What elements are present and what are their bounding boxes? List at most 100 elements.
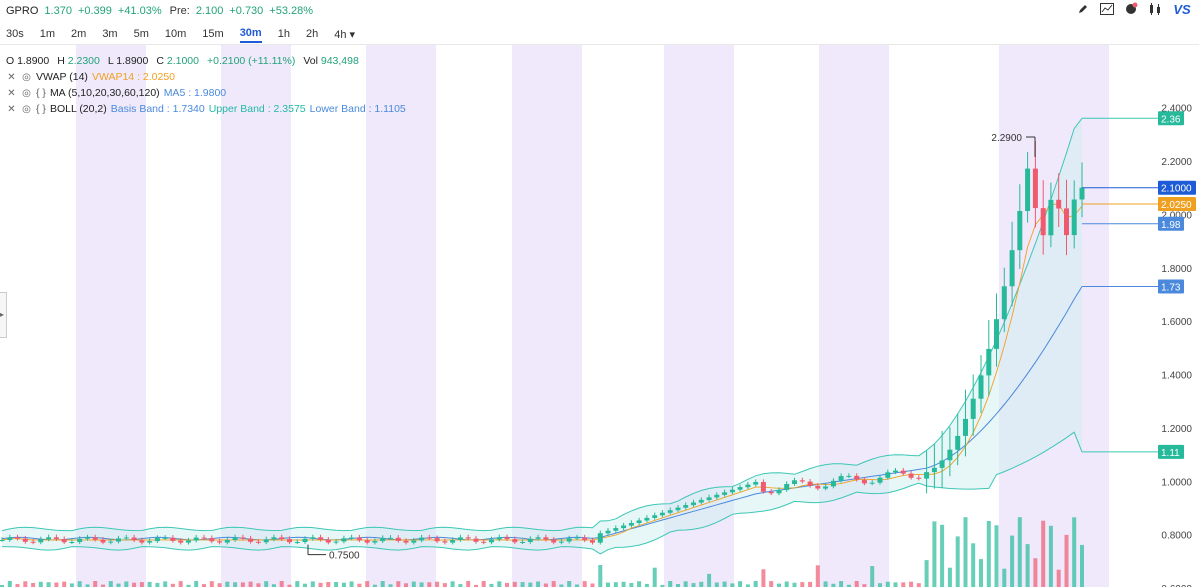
close-icon[interactable]: ✕ xyxy=(7,103,16,115)
volume-bar xyxy=(93,581,98,587)
volume-bar xyxy=(598,565,603,587)
volume-bar xyxy=(147,581,152,587)
volume-bar xyxy=(893,582,898,587)
candle-body xyxy=(186,540,191,543)
tab-timeframe-2[interactable]: 2m xyxy=(71,28,87,40)
volume-bar xyxy=(139,582,144,587)
settings-brace-icon[interactable]: { } xyxy=(36,87,46,99)
volume-bar xyxy=(885,581,890,587)
price-chart[interactable]: 2.4000 2.2000 2.0000 1.8000 1.6000 1.4000 1.20… xyxy=(0,45,1199,587)
candle-body xyxy=(7,537,13,540)
tab-timeframe-3[interactable]: 3m xyxy=(102,28,118,40)
eye-icon[interactable]: ◎ xyxy=(22,71,31,83)
pencil-icon[interactable] xyxy=(1075,1,1091,17)
volume-bar xyxy=(660,584,665,587)
tab-timeframe-6[interactable]: 15m xyxy=(202,28,224,40)
y-tick-label: 1.6000 xyxy=(1161,317,1192,328)
volume-bar xyxy=(349,581,354,587)
close-icon[interactable]: ✕ xyxy=(7,87,16,99)
candle-body xyxy=(318,537,324,540)
candle-icon[interactable] xyxy=(1147,1,1163,17)
candle-body xyxy=(372,541,378,543)
eye-icon[interactable]: ◎ xyxy=(22,87,31,99)
volume-bar xyxy=(1010,535,1015,587)
indicator-boll: ✕ ◎ { } BOLL (20,2) Basis Band : 1.7340 … xyxy=(6,103,405,115)
volume-label: Vol xyxy=(303,55,318,67)
volume-bar xyxy=(202,584,206,587)
chart-type-icon[interactable] xyxy=(1099,1,1115,17)
candle-body xyxy=(450,540,456,543)
volume-bar xyxy=(116,583,121,587)
price-tag-label-last: 2.1000 xyxy=(1161,184,1192,195)
ma-name[interactable]: MA (5,10,20,30,60,120) xyxy=(49,87,160,99)
candle-body xyxy=(388,537,393,539)
candle-body xyxy=(294,542,300,543)
candle-body xyxy=(838,476,844,481)
settings-brace-icon[interactable]: { } xyxy=(36,103,46,115)
candle-body xyxy=(605,530,611,534)
candle-body xyxy=(147,541,153,543)
volume-bar xyxy=(108,581,113,587)
tab-timeframe-0[interactable]: 30s xyxy=(6,28,24,40)
close-icon[interactable]: ✕ xyxy=(7,71,16,83)
compare-button[interactable]: VS xyxy=(1173,1,1191,17)
eye-icon[interactable]: ◎ xyxy=(22,103,31,115)
volume-bar xyxy=(279,581,284,587)
volume-bar xyxy=(714,582,719,587)
volume-bar xyxy=(295,581,300,587)
vwap-name[interactable]: VWAP (14) xyxy=(36,71,88,83)
candle-body xyxy=(512,539,518,543)
candle-body xyxy=(22,538,28,542)
volume-bar xyxy=(986,521,991,587)
candle-body xyxy=(38,539,44,543)
alert-icon[interactable] xyxy=(1123,1,1139,17)
candle-body xyxy=(193,537,199,541)
tab-timeframe-7[interactable]: 30m xyxy=(239,25,262,43)
candle-body xyxy=(53,537,59,540)
candle-body xyxy=(924,472,930,479)
collapse-panel-handle[interactable]: ▸ xyxy=(0,292,7,338)
volume-bar xyxy=(963,517,968,587)
volume-bar xyxy=(745,584,750,587)
boll-name[interactable]: BOLL (20,2) xyxy=(49,103,107,115)
vwap-line xyxy=(1,203,1083,541)
price-tag-label-boll_lower: 1.11 xyxy=(1161,448,1180,459)
candle-body xyxy=(543,537,549,540)
candle-body xyxy=(465,537,471,539)
candle-body xyxy=(92,537,98,540)
tab-timeframe-9[interactable]: 2h xyxy=(305,28,319,40)
tab-timeframe-8[interactable]: 1h xyxy=(277,28,290,40)
candle-body xyxy=(279,537,285,540)
candle-body xyxy=(341,538,347,542)
y-tick-label: 1.4000 xyxy=(1161,371,1192,382)
tab-timeframe-10[interactable]: 4h ▾ xyxy=(334,28,356,41)
pre-price: 2.100 xyxy=(195,5,224,17)
candle-body xyxy=(287,539,292,543)
candle-body xyxy=(240,537,246,539)
candle-body xyxy=(333,541,339,543)
candle-body xyxy=(356,537,362,541)
tab-timeframe-5[interactable]: 10m xyxy=(164,28,187,40)
candle-body xyxy=(823,486,829,489)
candle-body xyxy=(792,480,797,484)
candle-body xyxy=(349,537,355,539)
tab-timeframe-1[interactable]: 1m xyxy=(39,28,56,40)
quote-bar: GPRO 1.370 +0.399 +41.03% Pre: 2.100 +0.… xyxy=(0,0,1199,22)
candle-body xyxy=(830,480,836,487)
volume-bar xyxy=(924,560,929,587)
volume-bar xyxy=(256,583,261,587)
volume-bar xyxy=(823,581,828,587)
indicator-ma: ✕ ◎ { } MA (5,10,20,30,60,120) MA5 : 1.9… xyxy=(6,87,226,99)
candle-body xyxy=(590,540,595,543)
candle-body xyxy=(807,481,813,486)
volume-bar xyxy=(23,581,28,587)
volume-bar xyxy=(784,581,789,587)
tab-timeframe-4[interactable]: 5m xyxy=(133,28,149,40)
candle-body xyxy=(706,497,712,500)
candle-body xyxy=(116,538,121,542)
symbol[interactable]: GPRO xyxy=(6,5,39,17)
candle-body xyxy=(644,517,650,521)
session-shade xyxy=(366,45,436,587)
candle-body xyxy=(1056,199,1062,209)
volume-bar xyxy=(878,583,882,587)
